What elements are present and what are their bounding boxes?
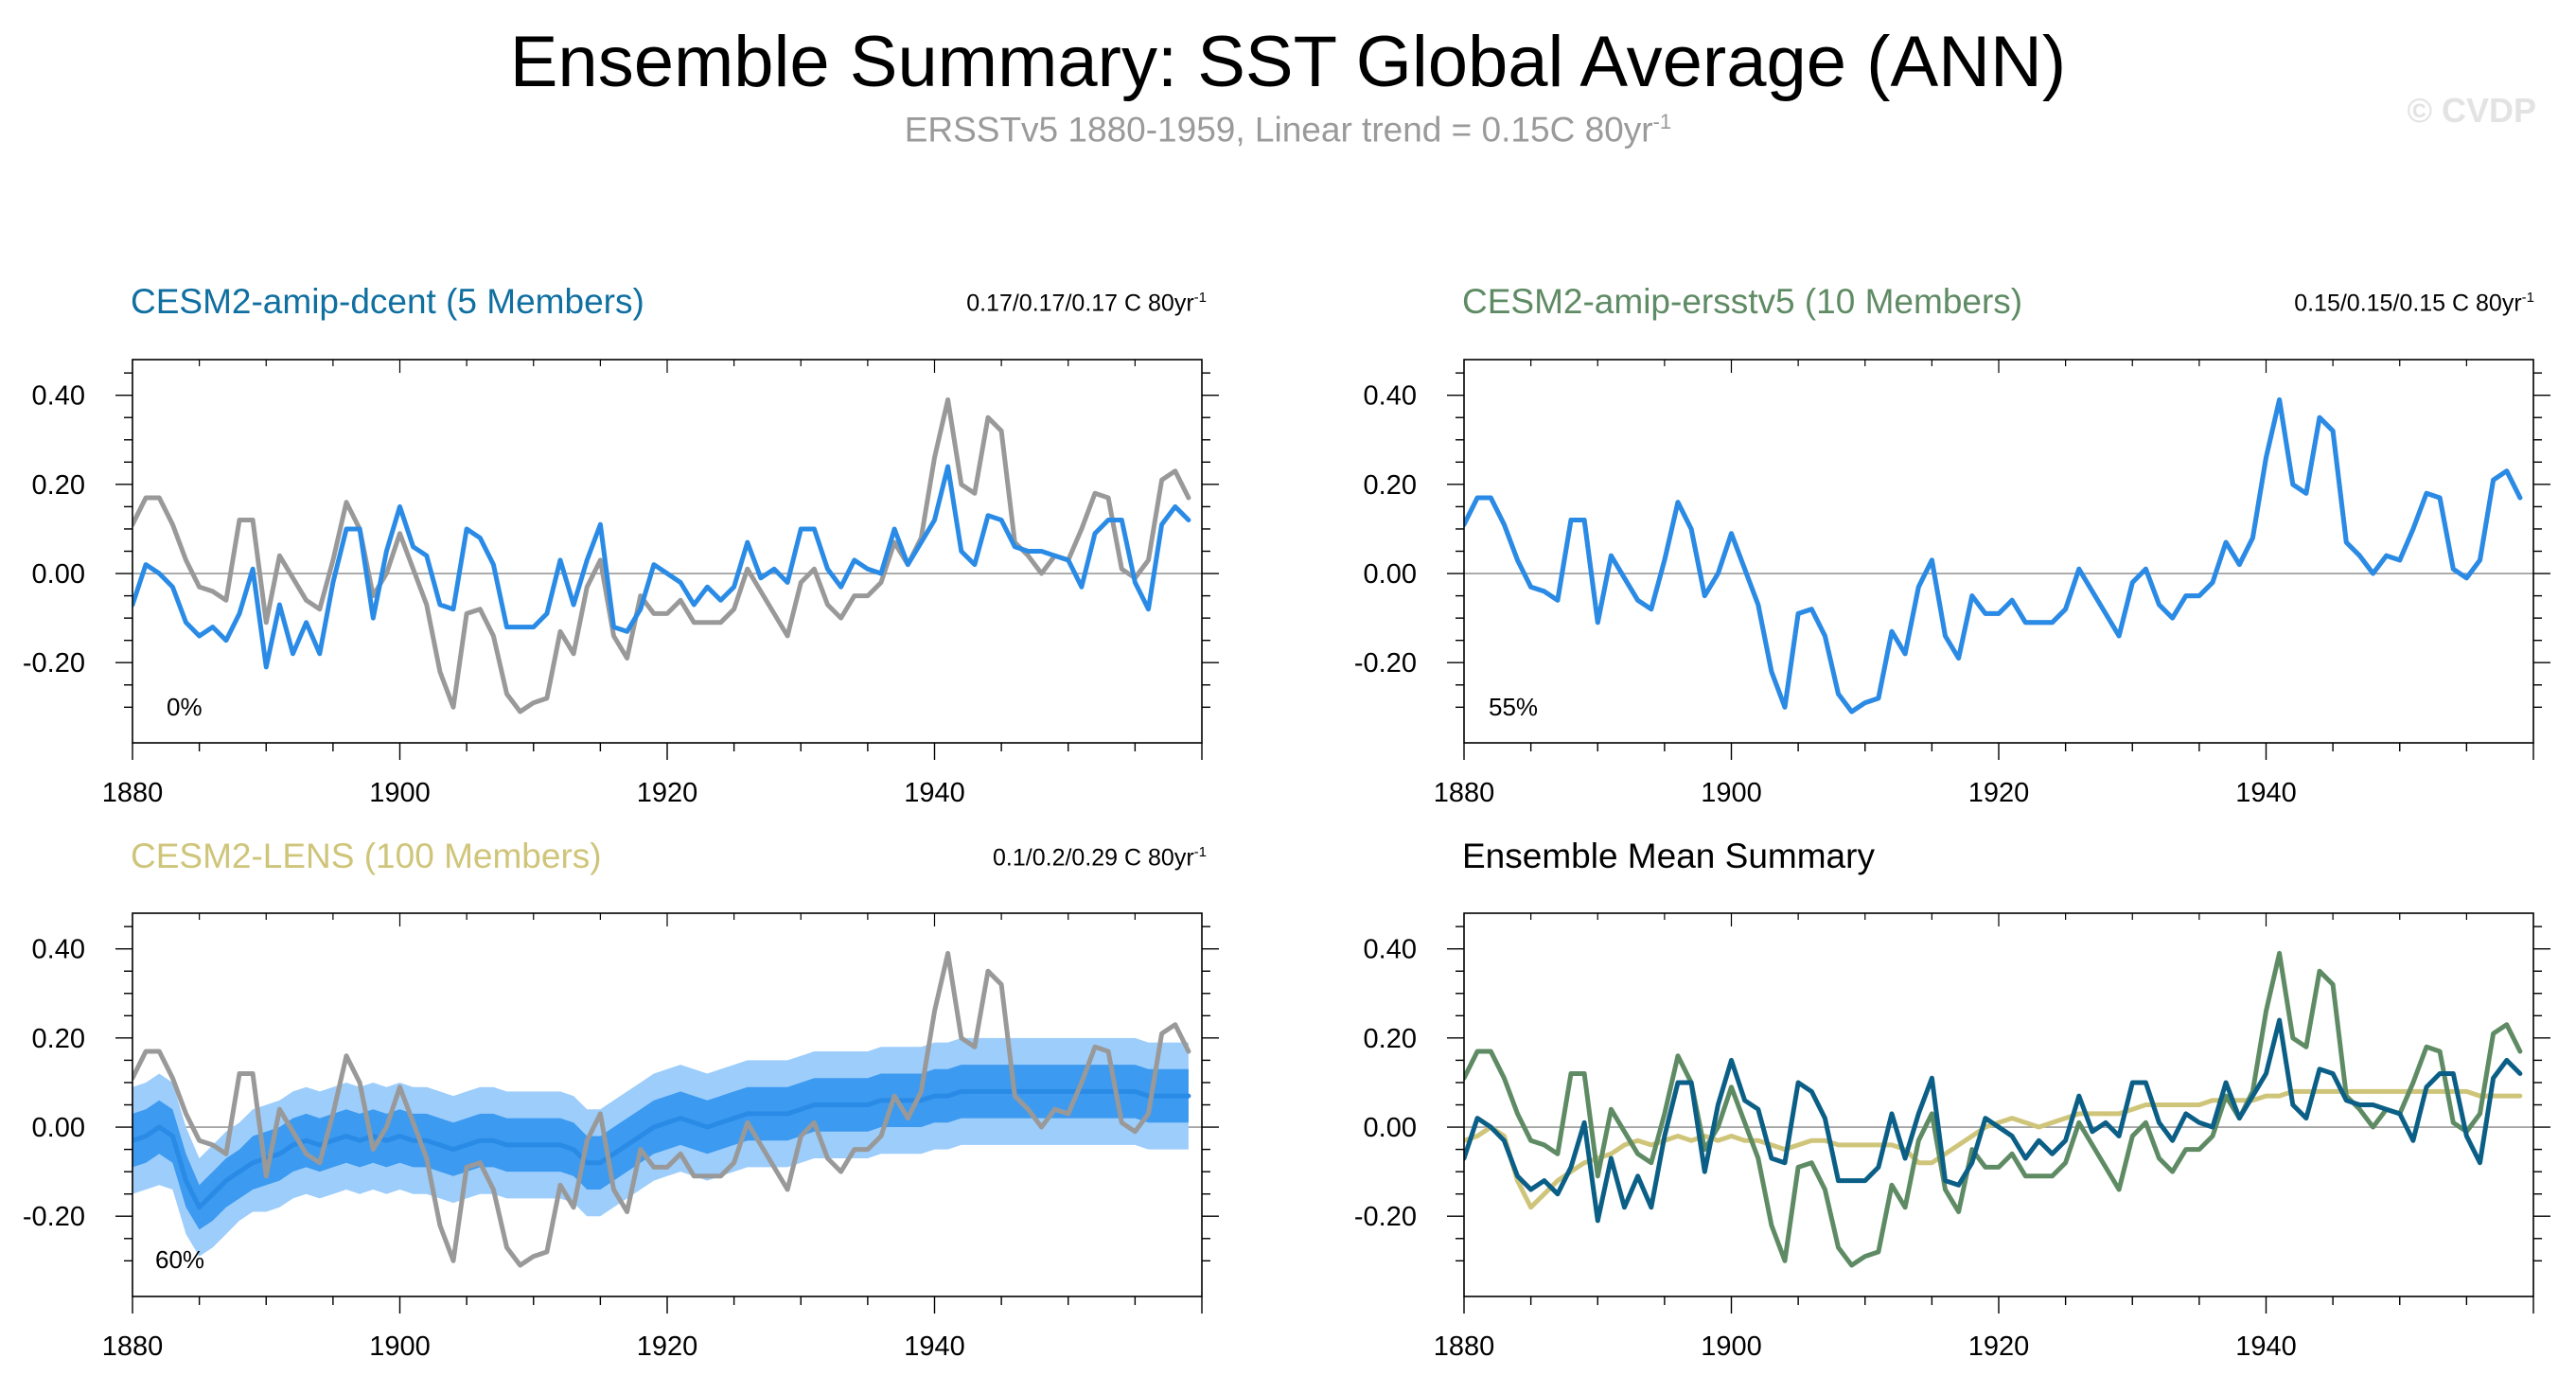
figure-subtitle: ERSSTv5 1880-1959, Linear trend = 0.15C …	[0, 110, 2576, 150]
panel-1-ytick-label: -0.20	[23, 648, 85, 679]
panel-4-xtick-label: 1880	[1434, 1331, 1495, 1362]
panel-2-trend: 0.15/0.15/0.15 C 80yr-1	[2294, 290, 2534, 317]
panel-1-plot: 1880 1900 1920 1940 0.40 0.20 0.00 -0.20	[23, 359, 1219, 808]
series-line-obs	[132, 950, 1191, 1268]
cvdp-watermark: © CVDP	[2407, 91, 2536, 130]
panel-3-trend: 0.1/0.2/0.29 C 80yr-1	[993, 844, 1207, 872]
panel-4-xtick-label: 1900	[1701, 1331, 1762, 1362]
series-band-lens-25-75	[132, 1065, 1189, 1230]
panel-2-xtick-label: 1900	[1701, 778, 1762, 808]
panel-2-percent: 55%	[1489, 693, 1539, 721]
panel-2-ytick-label: -0.20	[1354, 648, 1417, 679]
panel-1-trend-text: 0.17/0.17/0.17 C 80yr	[966, 290, 1194, 317]
panel-3-ytick-label: 0.40	[32, 935, 85, 965]
panel-1-percent: 0%	[167, 693, 203, 721]
panel-3-xtick-label: 1940	[904, 1331, 965, 1362]
series-line-amip-dcent	[132, 464, 1191, 670]
panel-2-ytick-label: 0.20	[1364, 470, 1417, 501]
panel-2-frame	[1463, 359, 2534, 744]
panel-2-xtick-label: 1920	[1968, 778, 2030, 808]
panel-4-xtick-label: 1940	[2235, 1331, 2297, 1362]
panel-3-title: CESM2-LENS (100 Members)	[131, 837, 602, 875]
panel-2-plot: 1880 1900 1920 1940 0.40 0.20 0.00 -0.20	[1354, 359, 2550, 808]
panel-4-ytick-label: 0.00	[1364, 1113, 1417, 1143]
panel-4-ytick-label: -0.20	[1354, 1202, 1417, 1232]
subtitle-text: ERSSTv5 1880-1959, Linear trend = 0.15C …	[904, 110, 1653, 150]
panel-4-ytick-label: 0.40	[1364, 935, 1417, 965]
panel-4-ytick-label: 0.20	[1364, 1024, 1417, 1054]
panel-2-trend-text: 0.15/0.15/0.15 C 80yr	[2294, 290, 2522, 317]
panel-1-ytick-label: 0.40	[32, 381, 85, 412]
panel-3-plot: 1880 1900 1920 1940 0.40 0.20 0.00 -0.20	[23, 912, 1219, 1362]
panel-2-title: CESM2-amip-ersstv5 (10 Members)	[1462, 282, 2023, 321]
panel-3-trend-text: 0.1/0.2/0.29 C 80yr	[993, 844, 1194, 872]
subtitle-superscript: -1	[1652, 110, 1672, 133]
panel-1-ytick-label: 0.00	[32, 559, 85, 590]
panel-1-xtick-label: 1900	[369, 778, 431, 808]
panel-3-data	[132, 950, 1191, 1268]
panel-1-trend-superscript: -1	[1193, 290, 1207, 306]
figure-title: Ensemble Summary: SST Global Average (AN…	[509, 22, 2067, 102]
panel-3-percent: 60%	[155, 1245, 205, 1274]
panel-2-xtick-label: 1940	[2235, 778, 2297, 808]
panel-4-data	[1464, 950, 2523, 1268]
series-line-amip-ersstv5	[1464, 397, 2523, 714]
panel-1-trend: 0.17/0.17/0.17 C 80yr-1	[966, 290, 1207, 317]
panel-3-xtick-label: 1900	[369, 1331, 431, 1362]
panel-2-ytick-label: 0.00	[1364, 559, 1417, 590]
panel-3-xtick-label: 1880	[102, 1331, 164, 1362]
panel-2-data	[1464, 397, 2523, 714]
panel-1-xtick-label: 1920	[637, 778, 698, 808]
panel-3-ytick-label: 0.00	[32, 1113, 85, 1143]
panel-3-xtick-label: 1920	[637, 1331, 698, 1362]
panel-4-xtick-label: 1920	[1968, 1331, 2030, 1362]
panel-1-data	[132, 397, 1191, 714]
panel-4-title: Ensemble Mean Summary	[1462, 837, 1875, 875]
panel-1-xtick-label: 1880	[102, 778, 164, 808]
panel-1-xtick-label: 1940	[904, 778, 965, 808]
series-line-amip-dcent-mean	[1464, 1017, 2523, 1224]
panel-3-ytick-label: -0.20	[23, 1202, 85, 1232]
panel-3-ytick-label: 0.20	[32, 1024, 85, 1054]
panel-2-ytick-label: 0.40	[1364, 381, 1417, 412]
panel-2-trend-superscript: -1	[2521, 290, 2534, 306]
panel-1-title: CESM2-amip-dcent (5 Members)	[131, 282, 644, 321]
panel-3-trend-superscript: -1	[1193, 844, 1207, 860]
panel-2-xtick-label: 1880	[1434, 778, 1495, 808]
series-line-obs	[132, 397, 1191, 714]
panel-1-ytick-label: 0.20	[32, 470, 85, 501]
series-line-amip-ersstv5-mean	[1464, 950, 2523, 1268]
panel-4-plot: 1880 1900 1920 1940 0.40 0.20 0.00 -0.20	[1354, 912, 2550, 1362]
